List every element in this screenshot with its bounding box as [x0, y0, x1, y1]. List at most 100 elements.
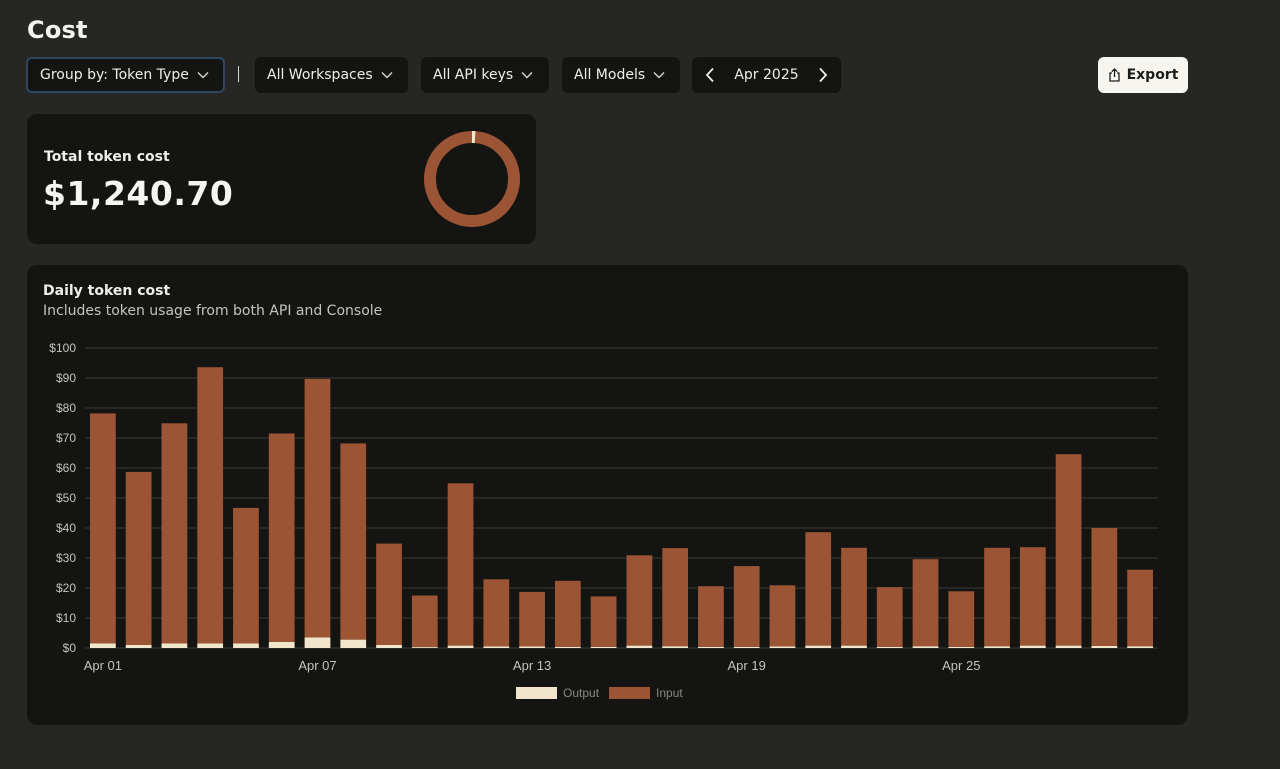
donut-segment-output [424, 131, 520, 227]
bar-output[interactable] [662, 646, 689, 648]
bar-input[interactable] [376, 543, 402, 645]
bar-output[interactable] [125, 645, 152, 648]
bar-output[interactable] [876, 646, 903, 648]
daily-cost-chart: $0 $10 $20 $30 $40 $50 $60 $70 $80 $90 $100 Apr 01 A… [49, 341, 1158, 673]
y-tick-label: $80 [56, 401, 76, 415]
x-tick-label: Apr 01 [84, 658, 122, 673]
prev-month-button[interactable] [692, 57, 728, 93]
bar-input[interactable] [197, 367, 224, 644]
bar-input[interactable] [769, 585, 796, 647]
y-tick-label: $20 [56, 581, 76, 595]
bar-input[interactable] [948, 591, 975, 647]
bar-output[interactable] [626, 645, 653, 648]
bar-input[interactable] [519, 591, 545, 647]
legend-swatch-input [609, 687, 651, 699]
bar-output[interactable] [1127, 646, 1153, 648]
legend-label-input: Input [656, 686, 683, 700]
bar-input[interactable] [1091, 528, 1118, 646]
bar-input[interactable] [1055, 454, 1082, 646]
bar-output[interactable] [805, 645, 832, 648]
group-by-dropdown[interactable]: Group by: Token Type [26, 57, 225, 93]
bar-output[interactable] [554, 646, 581, 648]
bar-input[interactable] [626, 555, 653, 646]
bar-output[interactable] [447, 645, 474, 648]
bar-output[interactable] [411, 647, 438, 648]
chevron-left-icon [705, 67, 714, 83]
bar-input[interactable] [447, 483, 474, 646]
month-label: Apr 2025 [734, 67, 799, 83]
bar-output[interactable] [1091, 645, 1118, 648]
chevron-right-icon [819, 67, 828, 83]
next-month-button[interactable] [805, 57, 841, 93]
y-tick-label: $60 [56, 461, 76, 475]
bar-input[interactable] [698, 586, 724, 647]
bar-output[interactable] [769, 646, 796, 649]
x-tick-label: Apr 19 [728, 658, 766, 673]
bar-output[interactable] [233, 643, 259, 649]
bar-output[interactable] [948, 646, 975, 648]
y-tick-label: $10 [56, 611, 76, 625]
legend-label-output: Output [563, 686, 600, 700]
chart-title: Daily token cost [43, 283, 171, 299]
models-dropdown[interactable]: All Models [562, 57, 680, 93]
bar-input[interactable] [662, 548, 689, 647]
chevron-down-icon [653, 71, 665, 79]
total-cost-card: Total token cost $1,240.70 [27, 114, 536, 244]
bar-input[interactable] [733, 566, 760, 647]
bar-output[interactable] [268, 642, 295, 648]
bar-input[interactable] [554, 580, 581, 647]
filter-toolbar: Group by: Token Type All Workspaces All … [26, 56, 1188, 94]
bar-input[interactable] [161, 423, 188, 644]
bar-input[interactable] [233, 507, 259, 644]
bar-output[interactable] [304, 637, 331, 649]
bar-output[interactable] [340, 639, 367, 648]
bar-output[interactable] [376, 645, 402, 648]
bar-input[interactable] [1019, 547, 1046, 646]
group-by-label: Group by: Token Type [40, 67, 189, 83]
export-button[interactable]: Export [1098, 57, 1188, 93]
bar-input[interactable] [876, 587, 903, 647]
bar-output[interactable] [519, 646, 545, 649]
bar-output[interactable] [90, 643, 116, 649]
bar-input[interactable] [483, 579, 510, 647]
total-cost-label: Total token cost [44, 149, 170, 165]
bar-output[interactable] [912, 646, 939, 648]
y-tick-label: $30 [56, 551, 76, 565]
bar-input[interactable] [411, 595, 438, 648]
bar-input[interactable] [841, 547, 867, 646]
bar-input[interactable] [340, 443, 367, 640]
api-keys-dropdown[interactable]: All API keys [421, 57, 549, 93]
bar-input[interactable] [1127, 569, 1153, 647]
bar-output[interactable] [483, 646, 510, 649]
bar-output[interactable] [161, 643, 188, 649]
bar-output[interactable] [841, 645, 867, 648]
bar-input[interactable] [90, 413, 116, 644]
chart-legend: Output Input [516, 686, 683, 700]
x-tick-label: Apr 07 [298, 658, 336, 673]
bar-output[interactable] [590, 646, 617, 648]
bar-output[interactable] [197, 643, 224, 649]
bar-input[interactable] [268, 433, 295, 643]
y-tick-label: $0 [63, 641, 77, 655]
legend-item-input[interactable]: Input [609, 686, 683, 700]
bar-output[interactable] [1055, 645, 1082, 648]
bar-output[interactable] [984, 646, 1010, 648]
month-picker: Apr 2025 [692, 57, 841, 93]
workspaces-label: All Workspaces [267, 67, 373, 83]
bar-output[interactable] [1019, 645, 1046, 648]
bar-output[interactable] [698, 646, 724, 648]
bar-input[interactable] [304, 378, 331, 638]
legend-item-output[interactable]: Output [516, 686, 599, 700]
api-keys-label: All API keys [433, 67, 514, 83]
bar-input[interactable] [805, 532, 832, 646]
bar-input[interactable] [590, 596, 617, 647]
share-upload-icon [1108, 68, 1120, 82]
bar-input[interactable] [912, 559, 939, 647]
bar-input[interactable] [984, 547, 1010, 647]
models-label: All Models [574, 67, 646, 83]
y-tick-label: $100 [49, 341, 76, 355]
workspaces-dropdown[interactable]: All Workspaces [255, 57, 408, 93]
bar-input[interactable] [125, 471, 152, 645]
bar-output[interactable] [733, 646, 760, 648]
